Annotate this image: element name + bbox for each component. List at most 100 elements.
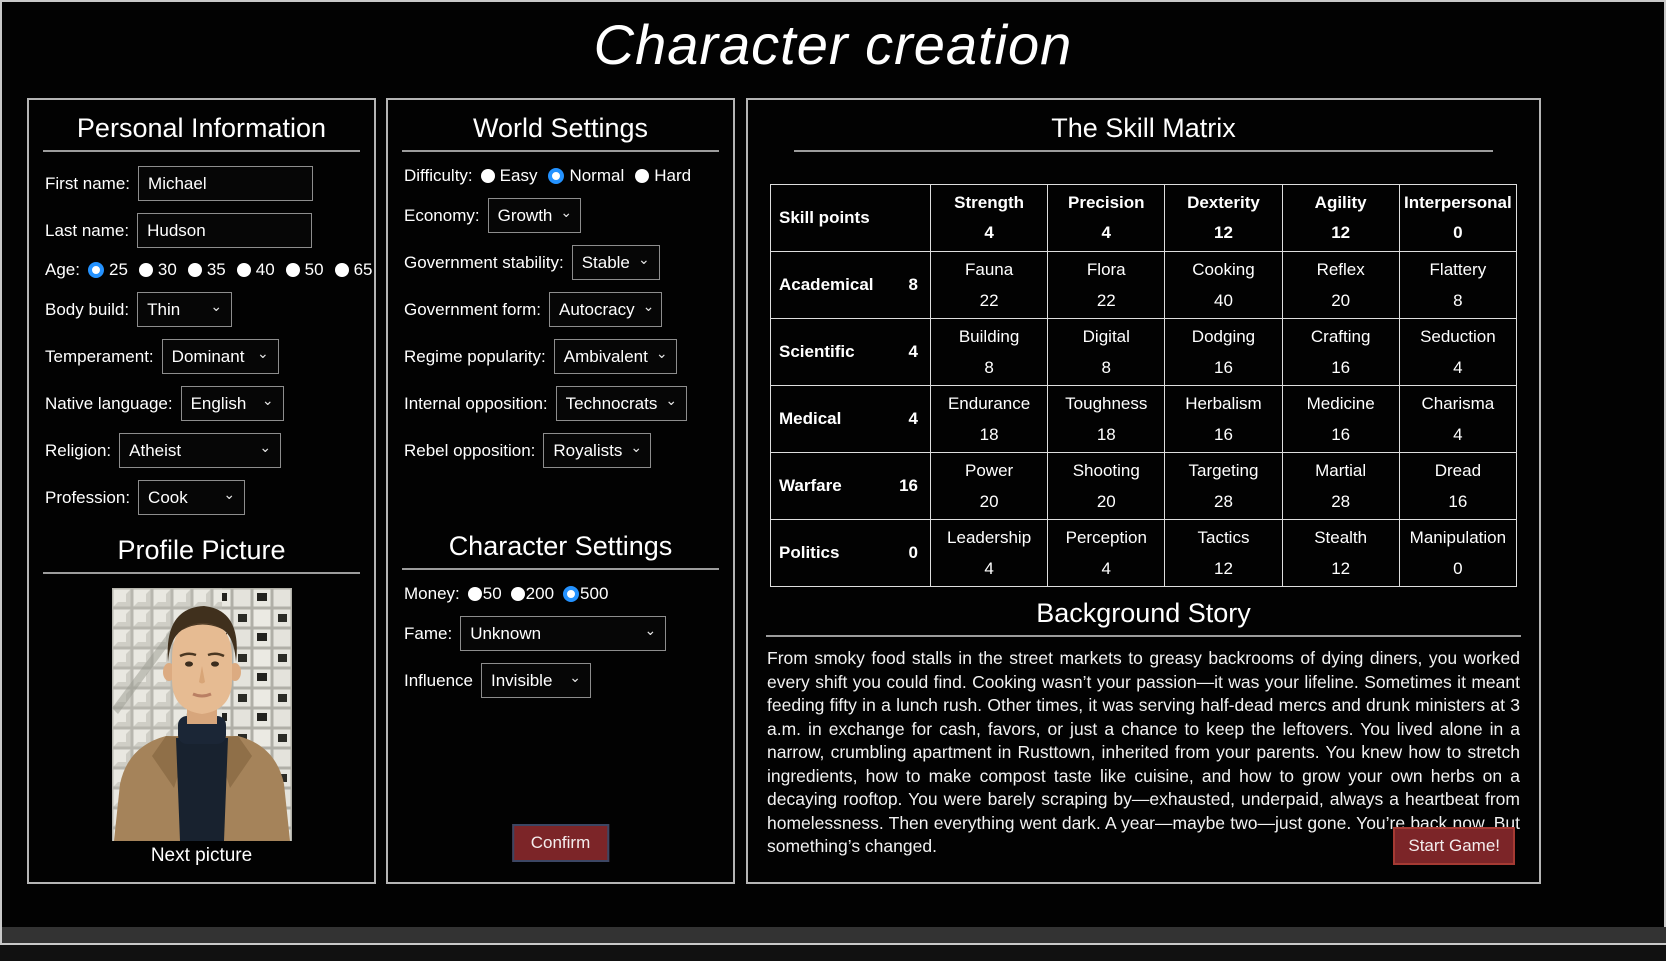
radio-option-label: 50 — [482, 584, 502, 603]
chevron-down-icon: ⌄ — [560, 204, 573, 220]
radio-option-200[interactable]: 200 — [510, 584, 554, 604]
radio-option-25[interactable]: 25 — [87, 260, 128, 280]
native-language-label: Native language: — [45, 393, 173, 413]
radio-unselected-icon[interactable] — [187, 263, 202, 277]
rebel-opposition-row: Rebel opposition: Royalists ⌄ — [404, 433, 733, 468]
skill-name: Tactics — [1197, 527, 1250, 547]
skill-points-corner-cell: Skill points — [770, 184, 931, 252]
rebel-opposition-select[interactable]: Royalists ⌄ — [543, 433, 652, 468]
first-name-input[interactable] — [138, 166, 314, 201]
attribute-header-cell: Strength 4 — [929, 184, 1049, 252]
character-settings-heading: Character Settings — [448, 531, 673, 561]
fame-select[interactable]: Unknown ⌄ — [460, 616, 667, 651]
skill-value: 12 — [1331, 558, 1351, 578]
radio-unselected-icon[interactable] — [510, 587, 525, 601]
radio-option-easy[interactable]: Easy — [480, 166, 537, 186]
chevron-down-icon: ⌄ — [655, 345, 668, 361]
regime-popularity-label: Regime popularity: — [404, 346, 546, 366]
radio-option-50[interactable]: 50 — [467, 584, 502, 604]
skill-cell-dread[interactable]: Dread 16 — [1398, 452, 1518, 520]
radio-option-40[interactable]: 40 — [236, 260, 275, 280]
radio-option-hard[interactable]: Hard — [635, 166, 691, 186]
native-language-select[interactable]: English ⌄ — [180, 386, 284, 421]
economy-row: Economy: Growth ⌄ — [404, 198, 733, 233]
skill-cell-flattery[interactable]: Flattery 8 — [1398, 251, 1518, 319]
skill-cell-digital[interactable]: Digital 8 — [1047, 318, 1166, 386]
attribute-points: 4 — [1101, 223, 1112, 242]
influence-select[interactable]: Invisible ⌄ — [481, 663, 591, 698]
radio-unselected-icon[interactable] — [635, 169, 650, 183]
radio-option-35[interactable]: 35 — [187, 260, 226, 280]
skill-value: 20 — [1096, 491, 1116, 511]
skill-matrix-heading: The Skill Matrix — [1051, 113, 1236, 143]
money-label: Money: — [404, 584, 460, 603]
chevron-down-icon: ⌄ — [630, 439, 643, 455]
skill-cell-targeting[interactable]: Targeting 28 — [1164, 452, 1283, 520]
difficulty-radio-group: Easy Normal Hard — [480, 166, 691, 186]
skill-cell-building[interactable]: Building 8 — [929, 318, 1049, 386]
internal-opposition-select[interactable]: Technocrats ⌄ — [555, 386, 687, 421]
radio-unselected-icon[interactable] — [467, 587, 482, 601]
skill-value: 4 — [1453, 424, 1463, 444]
skill-cell-endurance[interactable]: Endurance 18 — [929, 385, 1049, 453]
skill-cell-crafting[interactable]: Crafting 16 — [1281, 318, 1400, 386]
attribute-name: Interpersonal — [1404, 193, 1512, 212]
last-name-input[interactable] — [137, 213, 313, 248]
radio-option-65[interactable]: 65 — [334, 260, 373, 280]
radio-option-50[interactable]: 50 — [285, 260, 324, 280]
skill-cell-stealth[interactable]: Stealth 12 — [1281, 519, 1400, 587]
skill-cell-power[interactable]: Power 20 — [929, 452, 1049, 520]
skill-cell-seduction[interactable]: Seduction 4 — [1398, 318, 1518, 386]
radio-option-normal[interactable]: Normal — [548, 166, 624, 186]
category-points: 8 — [908, 275, 918, 294]
skill-cell-martial[interactable]: Martial 28 — [1281, 452, 1400, 520]
skill-cell-perception[interactable]: Perception 4 — [1047, 519, 1166, 587]
radio-option-30[interactable]: 30 — [138, 260, 177, 280]
radio-option-500[interactable]: 500 — [563, 584, 608, 604]
skill-category-inner: Warfare 16 — [771, 476, 930, 496]
skill-cell-medicine[interactable]: Medicine 16 — [1281, 385, 1400, 453]
radio-selected-icon[interactable] — [548, 168, 565, 184]
next-picture-button[interactable]: Next picture — [150, 845, 253, 866]
skill-cell-dodging[interactable]: Dodging 16 — [1164, 318, 1283, 386]
radio-unselected-icon[interactable] — [285, 263, 300, 277]
confirm-button[interactable]: Confirm — [511, 824, 610, 862]
rebel-opposition-value: Royalists — [553, 440, 623, 460]
attribute-points: 12 — [1214, 223, 1233, 242]
body-build-select[interactable]: Thin ⌄ — [137, 292, 233, 327]
radio-option-label: 50 — [304, 260, 324, 279]
first-name-row: First name: — [45, 166, 374, 201]
skill-cell-leadership[interactable]: Leadership 4 — [929, 519, 1049, 587]
radio-unselected-icon[interactable] — [334, 263, 349, 277]
heading-underline — [402, 150, 719, 152]
economy-select[interactable]: Growth ⌄ — [487, 198, 581, 233]
religion-row: Religion: Atheist ⌄ — [45, 433, 374, 468]
religion-select[interactable]: Atheist ⌄ — [119, 433, 282, 468]
skill-cell-fauna[interactable]: Fauna 22 — [929, 251, 1049, 319]
radio-unselected-icon[interactable] — [480, 169, 495, 183]
skill-cell-shooting[interactable]: Shooting 20 — [1047, 452, 1166, 520]
temperament-select[interactable]: Dominant ⌄ — [161, 339, 279, 374]
skill-cell-charisma[interactable]: Charisma 4 — [1398, 385, 1518, 453]
regime-popularity-select[interactable]: Ambivalent ⌄ — [553, 339, 677, 374]
skill-cell-cooking[interactable]: Cooking 40 — [1164, 251, 1283, 319]
skill-cell-manipulation[interactable]: Manipulation 0 — [1398, 519, 1518, 587]
skill-cell-herbalism[interactable]: Herbalism 16 — [1164, 385, 1283, 453]
skill-category-cell: Scientific 4 — [770, 318, 931, 386]
category-name: Warfare — [779, 476, 842, 495]
heading-underline — [43, 150, 360, 152]
skill-cell-reflex[interactable]: Reflex 20 — [1281, 251, 1400, 319]
government-stability-select[interactable]: Stable ⌄ — [571, 245, 660, 280]
profession-select[interactable]: Cook ⌄ — [138, 480, 246, 515]
radio-option-label: 25 — [108, 260, 128, 279]
start-game-button[interactable]: Start Game! — [1393, 827, 1515, 865]
category-points: 4 — [908, 342, 918, 361]
government-form-select[interactable]: Autocracy ⌄ — [549, 292, 662, 327]
radio-selected-icon[interactable] — [87, 262, 104, 278]
radio-unselected-icon[interactable] — [236, 263, 251, 277]
skill-cell-toughness[interactable]: Toughness 18 — [1047, 385, 1166, 453]
radio-selected-icon[interactable] — [563, 586, 580, 602]
skill-cell-tactics[interactable]: Tactics 12 — [1164, 519, 1283, 587]
radio-unselected-icon[interactable] — [138, 263, 153, 277]
skill-cell-flora[interactable]: Flora 22 — [1047, 251, 1166, 319]
